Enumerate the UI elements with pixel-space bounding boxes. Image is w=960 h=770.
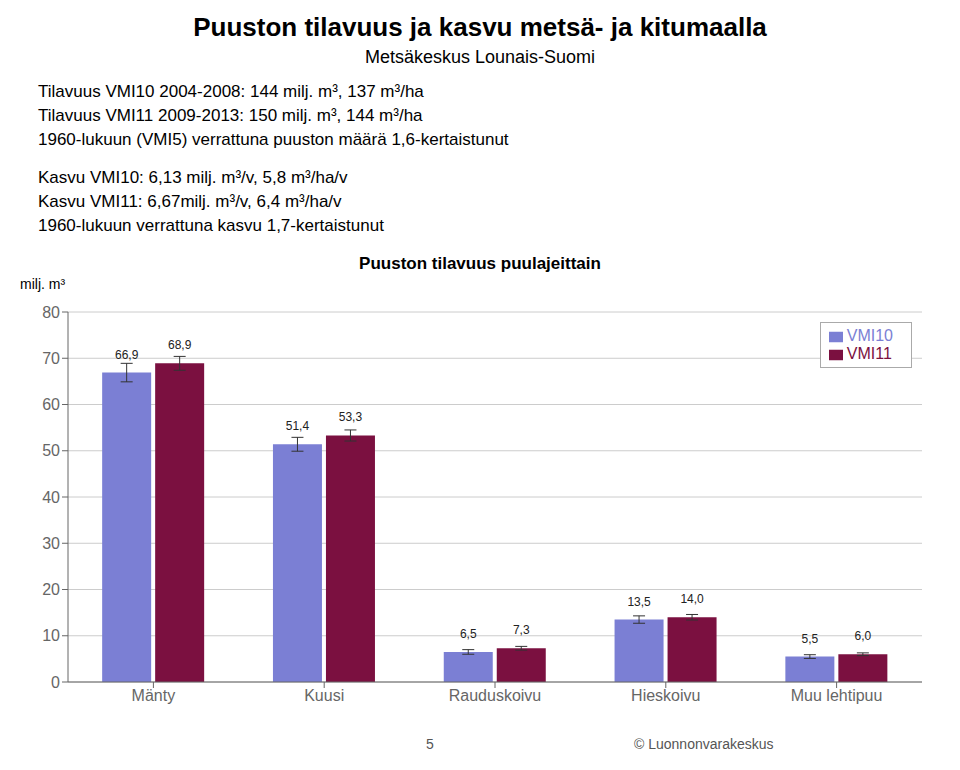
svg-text:68,9: 68,9	[168, 338, 192, 352]
svg-text:6,5: 6,5	[460, 627, 477, 641]
html-text:1960-lukuun (VMI5) verrattuna: 1960-lukuun (VMI5) verrattuna puuston mä…	[38, 130, 509, 149]
html-text:Tilavuus VMI10 2004-2008: 144: Tilavuus VMI10 2004-2008: 144 milj. m³, …	[38, 82, 424, 101]
svg-text:60: 60	[42, 396, 60, 413]
svg-text:66,9: 66,9	[115, 348, 139, 362]
svg-text:70: 70	[42, 350, 60, 367]
svg-text:20: 20	[42, 581, 60, 598]
html-text:Kasvu VMI11: 6,67milj. m³/v, 6: Kasvu VMI11: 6,67milj. m³/v, 6,4 m³/ha/v	[38, 192, 342, 211]
svg-text:Kuusi: Kuusi	[304, 687, 344, 704]
html-text:Tilavuus VMI11 2009-2013: 150: Tilavuus VMI11 2009-2013: 150 milj. m³, …	[38, 106, 423, 125]
html-text:5: 5	[426, 736, 434, 752]
html-text:© Luonnonvarakeskus: © Luonnonvarakeskus	[634, 736, 774, 752]
svg-text:30: 30	[42, 535, 60, 552]
svg-text:50: 50	[42, 442, 60, 459]
svg-text:13,5: 13,5	[627, 595, 651, 609]
html-text:VMI11: VMI11	[846, 345, 892, 362]
html-text:1960-lukuun verrattuna kasvu 1: 1960-lukuun verrattuna kasvu 1,7-kertais…	[38, 216, 384, 235]
svg-text:5,5: 5,5	[802, 632, 819, 646]
html-text:milj. m³: milj. m³	[20, 276, 66, 292]
html-text:Kasvu VMI10: 6,13 milj. m³/v,: Kasvu VMI10: 6,13 milj. m³/v, 5,8 m³/ha/…	[38, 168, 348, 187]
svg-text:80: 80	[42, 304, 60, 321]
svg-text:53,3: 53,3	[339, 410, 363, 424]
svg-text:7,3: 7,3	[513, 623, 530, 637]
html-text:Puuston tilavuus ja kasvu mets: Puuston tilavuus ja kasvu metsä- ja kitu…	[193, 12, 767, 42]
svg-text:0: 0	[51, 674, 60, 691]
svg-text:Mänty: Mänty	[132, 687, 176, 704]
svg-text:51,4: 51,4	[286, 419, 310, 433]
html-text:Puuston tilavuus puulajeittain: Puuston tilavuus puulajeittain	[359, 254, 601, 273]
svg-text:14,0: 14,0	[680, 592, 704, 606]
svg-text:Rauduskoivu: Rauduskoivu	[449, 687, 542, 704]
html-text:VMI10: VMI10	[846, 327, 893, 344]
svg-text:6,0: 6,0	[855, 629, 872, 643]
svg-text:Hieskoivu: Hieskoivu	[631, 687, 700, 704]
svg-text:Muu lehtipuu: Muu lehtipuu	[791, 687, 883, 704]
svg-text:10: 10	[42, 627, 60, 644]
html-text:Metsäkeskus Lounais-Suomi: Metsäkeskus Lounais-Suomi	[364, 47, 595, 67]
svg-text:40: 40	[42, 489, 60, 506]
